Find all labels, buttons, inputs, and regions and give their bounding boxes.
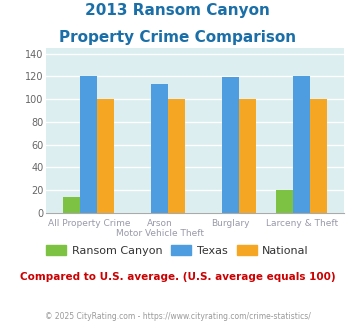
Text: Burglary: Burglary bbox=[212, 219, 250, 228]
Bar bbox=[293, 76, 310, 213]
Text: Motor Vehicle Theft: Motor Vehicle Theft bbox=[116, 229, 204, 238]
Bar bbox=[239, 99, 256, 213]
Text: Larceny & Theft: Larceny & Theft bbox=[266, 219, 338, 228]
Text: Compared to U.S. average. (U.S. average equals 100): Compared to U.S. average. (U.S. average … bbox=[20, 272, 335, 282]
Bar bbox=[168, 99, 185, 213]
Bar bbox=[310, 99, 327, 213]
Text: © 2025 CityRating.com - https://www.cityrating.com/crime-statistics/: © 2025 CityRating.com - https://www.city… bbox=[45, 312, 310, 321]
Bar bbox=[222, 78, 239, 213]
Bar bbox=[63, 197, 80, 213]
Legend: Ransom Canyon, Texas, National: Ransom Canyon, Texas, National bbox=[42, 241, 313, 260]
Text: Arson: Arson bbox=[147, 219, 173, 228]
Bar bbox=[151, 84, 168, 213]
Bar bbox=[80, 76, 97, 213]
Text: All Property Crime: All Property Crime bbox=[48, 219, 130, 228]
Bar bbox=[97, 99, 114, 213]
Text: 2013 Ransom Canyon: 2013 Ransom Canyon bbox=[85, 3, 270, 18]
Bar bbox=[276, 190, 293, 213]
Text: Property Crime Comparison: Property Crime Comparison bbox=[59, 30, 296, 45]
